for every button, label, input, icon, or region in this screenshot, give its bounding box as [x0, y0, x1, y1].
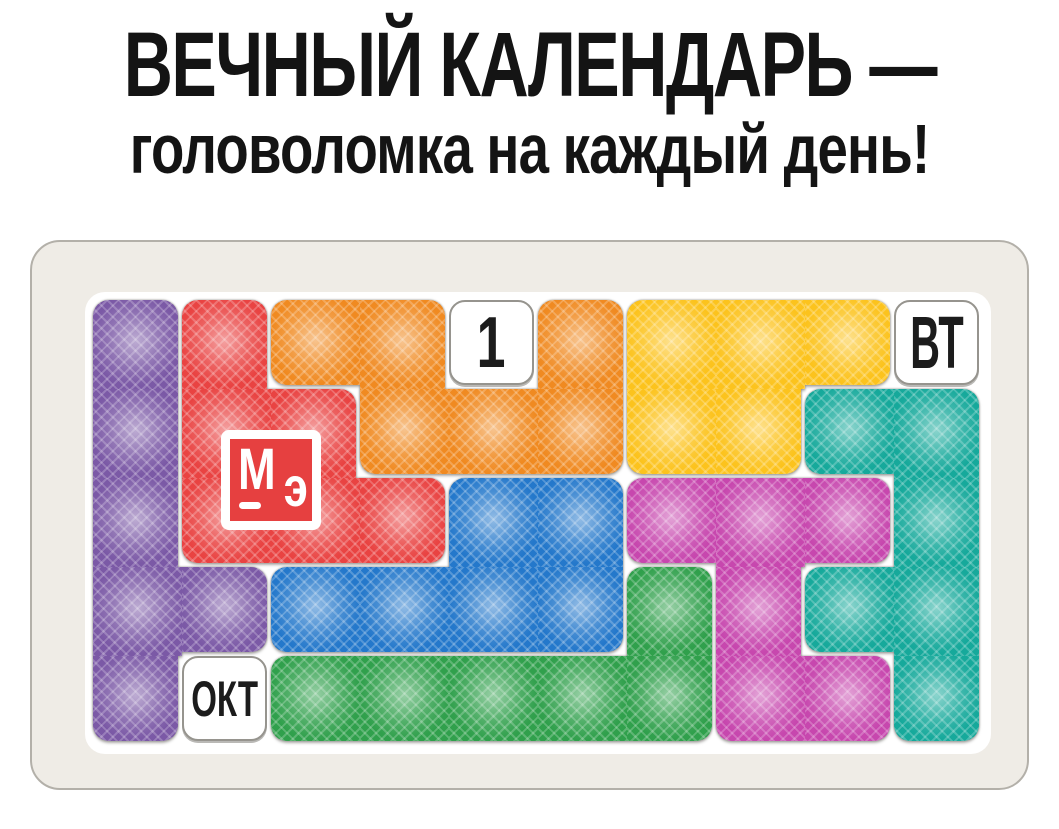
piece-cell — [93, 656, 178, 741]
piece-cell — [271, 567, 360, 652]
piece-blue[interactable] — [30, 240, 1029, 790]
piece-cell — [805, 656, 890, 741]
logo-letter-e: э — [283, 455, 308, 518]
piece-cell — [627, 300, 716, 389]
page-title-text: ВЕЧНЫЙ КАЛЕНДАРЬ — — [123, 13, 937, 116]
page-subtitle: головоломка на каждый день! — [0, 110, 1059, 188]
tile-label: ВТ — [909, 300, 964, 384]
puzzle-board: 1 ВТ ОКТ М э — [30, 240, 1029, 790]
piece-cell — [538, 656, 627, 741]
tile-label: ОКТ — [191, 670, 258, 727]
piece-cell — [716, 478, 805, 567]
piece-cell — [627, 567, 712, 656]
piece-cell — [805, 478, 890, 563]
piece-cell — [360, 567, 449, 652]
piece-magenta[interactable] — [30, 240, 1029, 790]
logo-letter-m: М — [238, 437, 276, 502]
piece-cell — [894, 389, 979, 478]
month-tile[interactable]: ОКТ — [182, 656, 267, 741]
piece-cell — [538, 300, 623, 389]
piece-cell — [93, 300, 178, 389]
piece-cell — [894, 478, 979, 567]
piece-cell — [805, 389, 894, 474]
piece-cell — [360, 389, 449, 474]
piece-cell — [627, 389, 716, 474]
piece-cell — [538, 478, 623, 567]
tile-label: 1 — [477, 302, 506, 383]
page-subtitle-text: головоломка на каждый день! — [129, 110, 930, 188]
piece-cell — [449, 656, 538, 741]
piece-cell — [271, 300, 360, 385]
piece-cell — [627, 656, 712, 741]
piece-cell — [271, 656, 360, 741]
logo-dash — [239, 502, 261, 509]
piece-cell — [538, 567, 623, 652]
piece-yellow[interactable] — [30, 240, 1029, 790]
piece-cell — [805, 567, 894, 652]
piece-cell — [449, 478, 538, 567]
piece-cell — [894, 567, 979, 656]
page-title: ВЕЧНЫЙ КАЛЕНДАРЬ — — [0, 12, 1059, 118]
piece-cell — [360, 300, 445, 389]
piece-cell — [182, 300, 267, 389]
piece-cell — [716, 389, 801, 474]
piece-cell — [182, 567, 267, 652]
piece-cell — [93, 478, 178, 567]
piece-teal[interactable] — [30, 240, 1029, 790]
piece-cell — [894, 656, 979, 741]
piece-cell — [449, 389, 538, 474]
piece-cell — [805, 300, 890, 385]
piece-green[interactable] — [30, 240, 1029, 790]
piece-cell — [627, 478, 716, 563]
piece-cell — [716, 300, 805, 389]
piece-orange[interactable] — [30, 240, 1029, 790]
brand-logo: М э — [221, 430, 321, 530]
piece-purple[interactable] — [30, 240, 1029, 790]
puzzle-grid: 1 ВТ ОКТ — [30, 240, 1029, 790]
piece-cell — [716, 656, 805, 741]
piece-cell — [93, 567, 182, 656]
piece-cell — [93, 389, 178, 478]
date-tile[interactable]: 1 — [449, 300, 534, 385]
piece-cell — [538, 389, 623, 474]
piece-cell — [360, 656, 449, 741]
piece-cell — [360, 478, 445, 563]
piece-cell — [716, 567, 801, 656]
weekday-tile[interactable]: ВТ — [894, 300, 979, 385]
piece-cell — [449, 567, 538, 652]
